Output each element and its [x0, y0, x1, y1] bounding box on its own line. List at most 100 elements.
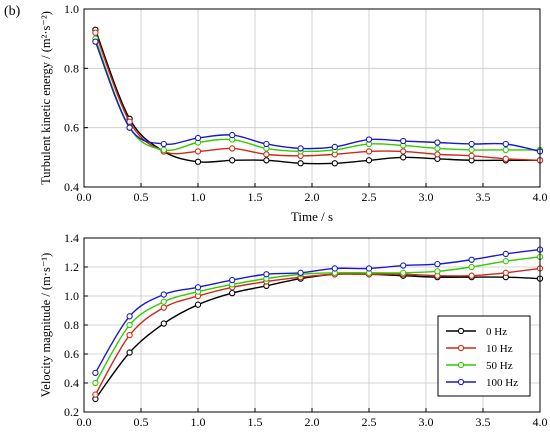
- data-point: [229, 145, 236, 152]
- legend-item: 50 Hz: [446, 360, 513, 372]
- legend-marker: [457, 344, 465, 352]
- y-axis-label: Turbulent kinetic energy / (m²·s⁻²): [39, 11, 53, 185]
- y-tick-label: 0.6: [64, 121, 79, 135]
- legend-label: 100 Hz: [486, 377, 518, 389]
- data-point: [263, 157, 270, 164]
- data-point: [502, 250, 509, 258]
- data-point: [434, 260, 441, 268]
- data-point: [160, 140, 167, 148]
- data-point: [365, 148, 373, 155]
- data-point: [365, 136, 373, 143]
- data-point: [502, 140, 509, 148]
- data-point: [468, 272, 475, 279]
- data-point: [126, 331, 133, 339]
- y-tick-label: 1.2: [64, 260, 79, 274]
- data-point: [92, 369, 99, 376]
- data-point: [229, 157, 236, 164]
- data-point: [92, 38, 99, 45]
- data-point: [92, 379, 99, 387]
- data-point: [434, 145, 441, 152]
- data-point: [297, 269, 304, 276]
- velocity-chart: 0.0 0.5 1.0 1.5 2.0 2.5 3.0 3.5 4.0 0.2 0.4 0.6 0.8 1…: [39, 231, 548, 429]
- data-point: [229, 289, 236, 297]
- y-tick-label: 0.8: [64, 61, 79, 75]
- y-tick-label: 1.0: [64, 2, 79, 16]
- x-tick-label: 3.5: [476, 415, 491, 429]
- data-point: [263, 140, 270, 148]
- tke-chart: 0.0 0.5 1.0 1.5 2.0 2.5 3.0 3.5 4.0 0.4 0.6 0.8 1.0 T…: [39, 2, 548, 224]
- data-point: [468, 152, 475, 159]
- data-point: [194, 284, 202, 291]
- legend-item: 100 Hz: [446, 377, 518, 389]
- data-point: [400, 148, 407, 155]
- data-point: [434, 268, 441, 275]
- x-tick-label: 4.0: [533, 415, 548, 429]
- series-line: [94, 38, 540, 153]
- data-point: [468, 263, 475, 271]
- x-tick-label: 4.0: [533, 190, 548, 204]
- data-point: [160, 298, 167, 305]
- data-point: [502, 146, 509, 154]
- data-point: [331, 265, 338, 272]
- x-tick-label: 3.0: [419, 190, 434, 204]
- legend-label: 0 Hz: [486, 326, 507, 338]
- data-point: [160, 320, 167, 327]
- legend-marker: [457, 378, 465, 386]
- y-tick-label: 0.6: [64, 347, 79, 361]
- data-point: [126, 313, 133, 320]
- data-point: [297, 160, 304, 167]
- data-point: [297, 145, 304, 152]
- x-tick-label: 1.0: [191, 415, 206, 429]
- panel-label: (b): [4, 4, 21, 19]
- x-tick-label: 1.5: [248, 190, 263, 204]
- data-point: [468, 256, 475, 263]
- data-point: [126, 349, 133, 356]
- data-point: [194, 158, 202, 165]
- data-point: [229, 131, 236, 139]
- x-tick-label: 2.0: [305, 415, 320, 429]
- y-tick-label: 0.4: [64, 376, 79, 390]
- data-point: [400, 269, 407, 276]
- data-point: [194, 301, 202, 308]
- data-point: [434, 139, 441, 146]
- y-tick-label: 1.4: [64, 231, 79, 245]
- data-point: [468, 146, 475, 154]
- legend: 0 Hz 10 Hz 50 Hz 100 Hz: [437, 315, 531, 397]
- data-point: [502, 258, 509, 265]
- series-0-hz: [92, 26, 544, 167]
- x-tick-label: 0.5: [134, 415, 149, 429]
- legend-marker: [457, 361, 465, 369]
- data-point: [126, 321, 133, 329]
- series-line: [94, 32, 541, 161]
- x-tick-label: 2.5: [362, 190, 377, 204]
- legend-label: 50 Hz: [486, 360, 513, 372]
- data-point: [263, 151, 270, 158]
- data-point: [365, 157, 373, 164]
- data-point: [126, 124, 133, 131]
- data-point: [263, 271, 270, 278]
- data-point: [194, 134, 202, 142]
- data-point: [331, 143, 338, 151]
- y-tick-label: 0.4: [64, 180, 79, 194]
- y-tick-label: 0.8: [64, 318, 79, 332]
- data-point: [160, 304, 167, 311]
- series-50-hz: [92, 35, 544, 155]
- x-tick-label: 2.0: [305, 190, 320, 204]
- legend-item: 10 Hz: [446, 343, 513, 355]
- x-tick-label: 0.0: [77, 190, 92, 204]
- legend-marker: [457, 327, 465, 335]
- data-point: [331, 160, 338, 167]
- x-tick-label: 1.0: [191, 190, 206, 204]
- series-100-hz: [92, 38, 544, 155]
- data-point: [92, 391, 99, 398]
- series-line: [94, 41, 541, 153]
- data-point: [400, 262, 407, 269]
- data-point: [400, 137, 407, 145]
- data-point: [160, 146, 167, 154]
- data-point: [468, 140, 475, 148]
- y-axis-label: Velocity magnitude / (m·s⁻¹): [39, 253, 53, 398]
- legend-item: 0 Hz: [446, 326, 507, 338]
- x-tick-label: 3.5: [476, 190, 491, 204]
- x-tick-label: 0.5: [134, 190, 149, 204]
